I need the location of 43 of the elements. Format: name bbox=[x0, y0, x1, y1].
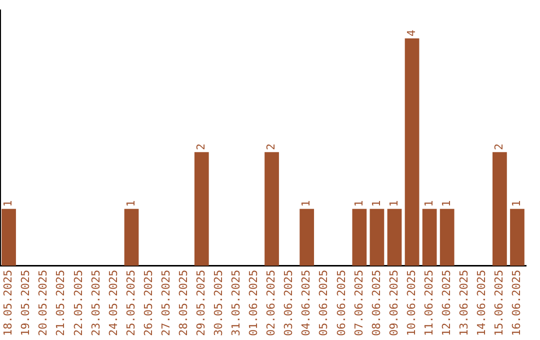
data-label: 2 bbox=[492, 143, 506, 150]
x-tick-label: 28.05.2025 bbox=[176, 270, 190, 336]
x-tick-label: 01.06.2025 bbox=[247, 270, 260, 336]
x-tick-label: 04.06.2025 bbox=[300, 270, 313, 336]
data-label: 1 bbox=[422, 200, 436, 207]
x-tick-label: 25.05.2025 bbox=[124, 270, 138, 336]
x-tick-label: 29.05.2025 bbox=[194, 270, 208, 336]
x-tick-label: 20.05.2025 bbox=[36, 270, 50, 336]
x-tick-label: 18.05.2025 bbox=[2, 270, 15, 336]
x-tick-label: 08.06.2025 bbox=[370, 270, 383, 336]
data-label: 1 bbox=[510, 200, 524, 207]
data-label: 2 bbox=[194, 143, 208, 150]
x-tick-label: 07.06.2025 bbox=[352, 270, 366, 336]
data-label: 1 bbox=[370, 200, 383, 207]
x-tick-label: 24.05.2025 bbox=[106, 270, 120, 336]
x-tick-label: 12.06.2025 bbox=[440, 270, 453, 336]
x-tick-label: 22.05.2025 bbox=[72, 270, 85, 336]
x-tick-label: 09.06.2025 bbox=[387, 270, 400, 336]
x-tick-label: 13.06.2025 bbox=[457, 270, 470, 336]
data-label: 1 bbox=[2, 200, 15, 207]
x-tick-label: 31.05.2025 bbox=[230, 270, 243, 336]
x-tick-label: 16.06.2025 bbox=[510, 270, 524, 336]
x-tick-label: 05.06.2025 bbox=[317, 270, 330, 336]
x-tick-label: 21.05.2025 bbox=[54, 270, 68, 336]
x-tick-label: 02.06.2025 bbox=[264, 270, 278, 336]
x-tick-label: 14.06.2025 bbox=[475, 270, 488, 336]
x-tick-label: 23.05.2025 bbox=[89, 270, 102, 336]
data-label: 1 bbox=[387, 200, 400, 207]
data-label: 2 bbox=[264, 143, 278, 150]
x-tick-label: 03.06.2025 bbox=[282, 270, 296, 336]
x-tick-label: 27.05.2025 bbox=[159, 270, 172, 336]
x-tick-label: 11.06.2025 bbox=[422, 270, 436, 336]
data-label: 1 bbox=[124, 200, 138, 207]
data-label: 1 bbox=[440, 200, 453, 207]
x-tick-label: 15.06.2025 bbox=[492, 270, 506, 336]
x-tick-label: 26.05.2025 bbox=[142, 270, 155, 336]
data-label: 1 bbox=[300, 200, 313, 207]
data-label: 4 bbox=[404, 29, 418, 36]
data-label: 1 bbox=[352, 200, 366, 207]
x-tick-label: 10.06.2025 bbox=[404, 270, 418, 336]
x-tick-label: 19.05.2025 bbox=[19, 270, 32, 336]
x-tick-label: 06.06.2025 bbox=[334, 270, 348, 336]
x-tick-label: 30.05.2025 bbox=[212, 270, 226, 336]
